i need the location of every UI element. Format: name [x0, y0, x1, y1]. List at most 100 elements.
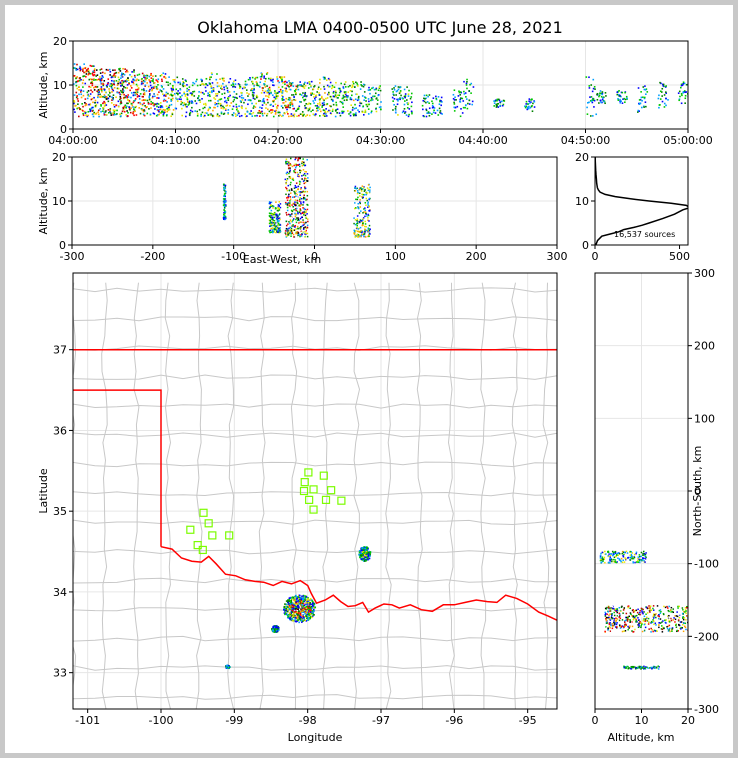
- map-xtick-label: -95: [519, 714, 537, 727]
- time-height-source-point: [122, 88, 124, 90]
- east-west-source-point: [293, 229, 296, 231]
- north-south-source-point: [600, 552, 602, 555]
- time-height-source-point: [146, 82, 148, 84]
- time-height-source-point: [215, 78, 218, 81]
- east-west-source-point: [368, 228, 370, 230]
- time-height-source-point: [237, 110, 239, 113]
- east-west-source-point: [273, 224, 275, 227]
- lma-station-marker: [321, 495, 331, 504]
- time-height-source-point: [155, 79, 158, 81]
- time-height-source-point: [168, 108, 171, 111]
- map-source-point: [277, 626, 279, 628]
- time-height-source-point: [659, 81, 661, 84]
- map-source-point: [299, 619, 302, 622]
- map-source-point: [301, 621, 303, 623]
- time-height-source-point: [137, 87, 140, 89]
- map-source-point: [299, 604, 302, 607]
- time-height-source-point: [208, 99, 210, 102]
- time-height-source-point: [375, 107, 378, 110]
- north-south-source-point: [652, 666, 655, 669]
- time-height-source-point: [277, 92, 279, 94]
- east-west-source-point: [296, 199, 299, 202]
- east-west-source-point: [297, 236, 300, 238]
- time-height-source-point: [308, 81, 311, 83]
- north-south-source-point: [672, 619, 674, 621]
- time-height-source-point: [295, 88, 298, 90]
- map-source-point: [296, 606, 299, 608]
- time-height-source-point: [198, 91, 200, 93]
- east-west-source-point: [356, 221, 359, 223]
- time-height-source-point: [600, 101, 602, 104]
- time-height-source-point: [249, 78, 251, 81]
- east-west-source-point: [292, 224, 294, 226]
- map-source-point: [365, 554, 367, 557]
- time-height-source-point: [601, 91, 604, 93]
- north-south-source-point: [644, 618, 647, 620]
- time-height-source-point: [296, 108, 299, 111]
- east-west-source-point: [368, 197, 371, 200]
- time-height-source-point: [138, 95, 141, 98]
- time-height-source-point: [136, 78, 138, 81]
- county-line: [353, 282, 361, 709]
- time-height-source-point: [157, 78, 160, 81]
- time-height-source-point: [245, 89, 248, 91]
- north-south-source-point: [619, 559, 622, 562]
- east-west-source-point: [289, 164, 292, 166]
- time-height-source-point: [119, 102, 122, 105]
- north-south-source-point: [661, 625, 663, 627]
- east-west-source-point: [225, 217, 227, 220]
- time-height-source-point: [128, 108, 131, 110]
- time-height-source-point: [302, 114, 304, 117]
- time-height-source-point: [239, 100, 242, 102]
- time-height-source-point: [329, 105, 331, 107]
- time-height-xtick-label: 04:00:00: [48, 134, 97, 147]
- time-height-source-point: [123, 73, 126, 76]
- time-height-source-point: [181, 114, 183, 117]
- north-south-source-point: [630, 665, 633, 668]
- time-height-source-point: [683, 82, 686, 85]
- east-west-source-point: [354, 219, 357, 221]
- time-height-source-point: [284, 80, 287, 83]
- time-height-source-point: [287, 85, 289, 87]
- time-height-source-point: [162, 100, 165, 102]
- north-south-source-point: [614, 608, 617, 610]
- time-height-source-point: [82, 105, 84, 108]
- time-height-source-point: [313, 93, 315, 96]
- north-south-source-point: [616, 618, 619, 620]
- time-height-source-point: [321, 106, 323, 108]
- time-height-source-point: [592, 98, 595, 100]
- map-source-point: [367, 557, 369, 560]
- time-height-source-point: [327, 86, 330, 88]
- map-source-point: [299, 615, 302, 618]
- time-height-source-point: [685, 91, 688, 93]
- east-west-source-point: [287, 196, 290, 199]
- map-source-point: [304, 606, 306, 609]
- north-south-source-point: [601, 556, 604, 558]
- time-height-source-point: [98, 89, 101, 92]
- time-height-source-point: [103, 94, 106, 96]
- time-height-source-point: [379, 85, 382, 87]
- time-height-source-point: [286, 84, 288, 87]
- east-west-source-point: [288, 193, 290, 196]
- east-west-source-point: [270, 204, 272, 206]
- east-west-source-point: [300, 197, 303, 200]
- north-south-source-point: [635, 619, 637, 621]
- map-source-point: [288, 606, 291, 608]
- time-height-source-point: [313, 102, 315, 104]
- east-west-source-point: [302, 169, 305, 171]
- north-south-source-point: [684, 607, 687, 609]
- time-height-source-point: [310, 92, 312, 95]
- time-height-source-point: [285, 88, 287, 91]
- time-height-source-point: [468, 90, 470, 92]
- time-height-source-point: [254, 106, 257, 108]
- time-height-source-point: [160, 74, 163, 76]
- north-south-source-point: [632, 621, 635, 623]
- east-west-source-point: [301, 178, 303, 180]
- north-south-source-point: [650, 621, 653, 624]
- time-height-source-point: [352, 106, 354, 109]
- east-west-source-point: [363, 208, 365, 210]
- east-west-source-point: [290, 233, 292, 235]
- time-height-source-point: [294, 99, 297, 102]
- north-south-source-point: [616, 622, 618, 624]
- east-west-source-point: [363, 190, 366, 192]
